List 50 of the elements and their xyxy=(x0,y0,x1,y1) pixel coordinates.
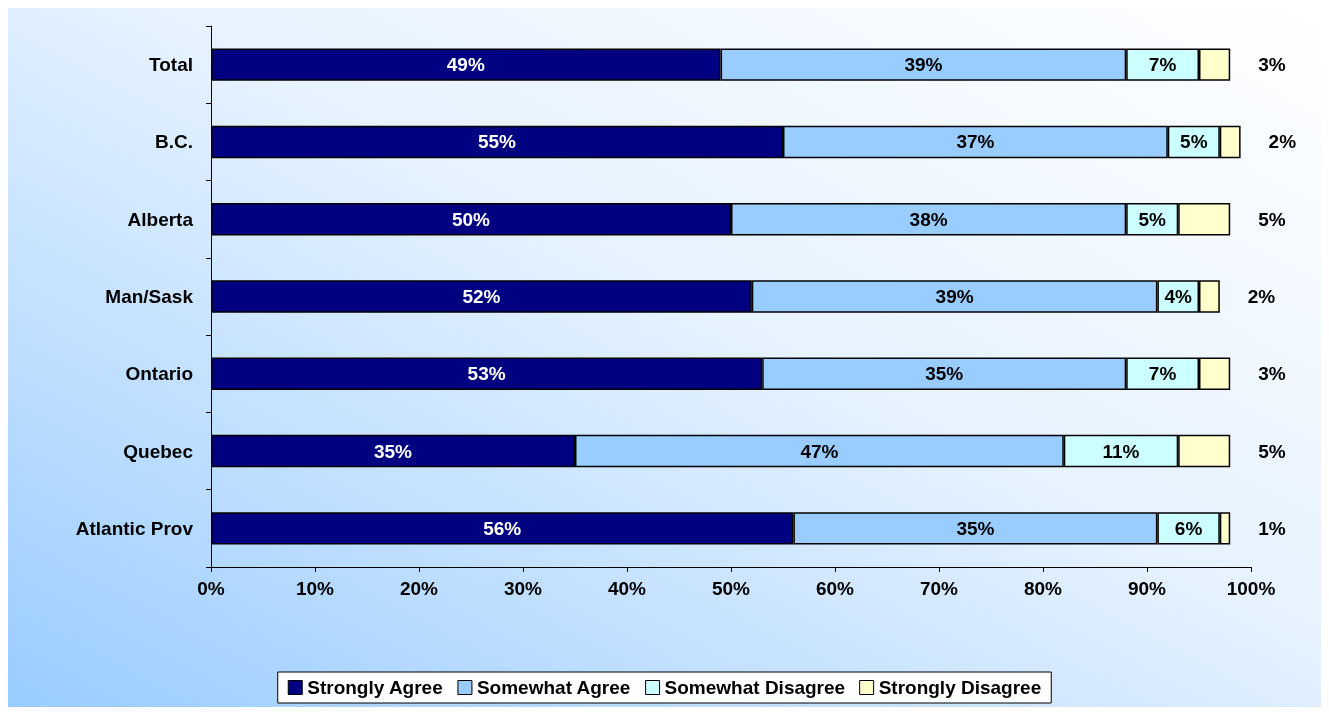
data-label: 38% xyxy=(909,208,948,230)
data-label: 49% xyxy=(446,54,485,76)
x-tick-label: 80% xyxy=(1023,578,1063,599)
data-label: 1% xyxy=(1258,517,1286,539)
data-label: 4% xyxy=(1164,286,1193,307)
data-label: 3% xyxy=(1258,54,1286,76)
data-label: 5% xyxy=(1258,440,1286,462)
data-label: 55% xyxy=(477,131,517,153)
data-label: 39% xyxy=(935,286,974,307)
y-tick-label: Man/Sask xyxy=(105,286,194,307)
data-label: 5% xyxy=(1138,208,1167,230)
y-tick-label: Quebec xyxy=(123,440,194,462)
data-label: 35% xyxy=(956,517,995,539)
y-tick-label: B.C. xyxy=(155,131,193,153)
data-label: 7% xyxy=(1148,363,1177,385)
x-tick-label: 0% xyxy=(197,578,225,599)
x-tick-label: 90% xyxy=(1127,578,1167,599)
data-label: 2% xyxy=(1268,131,1297,153)
data-label: 52% xyxy=(462,286,501,307)
data-label: 35% xyxy=(925,363,964,385)
data-label: 11% xyxy=(1102,440,1140,462)
x-tick-label: 30% xyxy=(503,578,543,599)
data-label: 35% xyxy=(373,440,413,462)
x-tick-label: 60% xyxy=(815,578,855,599)
y-tick-label: Total xyxy=(149,54,193,76)
legend-label: Strongly Agree xyxy=(307,677,443,698)
x-tick-label: 20% xyxy=(399,578,439,599)
y-tick-label: Alberta xyxy=(127,208,194,230)
data-label: 7% xyxy=(1148,54,1177,76)
x-tick-label: 100% xyxy=(1226,578,1276,599)
legend-label: Somewhat Disagree xyxy=(664,677,846,698)
x-tick-label: 70% xyxy=(919,578,959,599)
x-tick-label: 10% xyxy=(295,578,335,599)
data-label: 37% xyxy=(956,131,995,153)
x-tick-label: 50% xyxy=(711,578,751,599)
x-tick-label: 40% xyxy=(607,578,647,599)
legend-label: Somewhat Agree xyxy=(476,677,631,698)
data-label: 50% xyxy=(451,208,491,230)
data-label: 3% xyxy=(1258,363,1286,385)
data-label: 5% xyxy=(1180,131,1208,153)
data-label: 53% xyxy=(467,363,506,385)
data-label: 6% xyxy=(1174,517,1203,539)
data-label: 56% xyxy=(483,517,522,539)
legend-label: Strongly Disagree xyxy=(878,677,1042,698)
data-label: 39% xyxy=(904,54,943,76)
data-label: 2% xyxy=(1247,286,1276,307)
y-tick-label: Ontario xyxy=(125,363,193,385)
y-tick-label: Atlantic Prov xyxy=(75,517,194,539)
data-label: 5% xyxy=(1258,208,1286,230)
data-label: 47% xyxy=(800,440,839,462)
